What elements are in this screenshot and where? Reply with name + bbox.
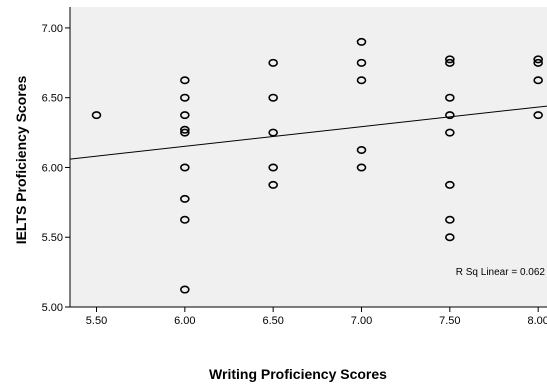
plot-area	[70, 7, 547, 307]
x-axis-title: Writing Proficiency Scores	[209, 366, 387, 382]
y-tick-label: 7.00	[42, 23, 63, 35]
data-point	[268, 93, 278, 102]
data-point	[268, 163, 278, 172]
data-point	[533, 55, 543, 64]
y-tick-label: 5.50	[42, 232, 63, 244]
data-point	[533, 111, 543, 120]
x-tick-label: 5.50	[86, 315, 107, 327]
data-point	[180, 93, 190, 102]
data-point	[445, 93, 455, 102]
x-tick-label: 7.00	[351, 315, 372, 327]
data-point	[180, 215, 190, 224]
data-point	[268, 58, 278, 67]
fit-line-group	[70, 105, 547, 160]
data-point	[180, 111, 190, 120]
data-point	[180, 285, 190, 294]
x-tick-label: 6.50	[262, 315, 283, 327]
data-point	[356, 163, 367, 172]
x-tick-label: 6.00	[174, 315, 195, 327]
data-point	[180, 128, 190, 137]
x-tick-label: 8.00	[527, 315, 547, 327]
x-tick-label: 7.50	[439, 315, 460, 327]
data-point	[268, 180, 278, 189]
data-point	[91, 111, 102, 120]
data-point	[445, 215, 455, 224]
data-point	[180, 163, 190, 172]
r-squared-annotation: R Sq Linear = 0.062	[456, 267, 546, 278]
y-tick-label: 6.50	[42, 93, 63, 105]
x-axis-ticks: 5.50 6.00 6.50 7.00 7.50 8.00	[86, 307, 547, 327]
data-point	[445, 58, 455, 67]
y-axis-title: IELTS Proficiency Scores	[13, 76, 29, 245]
data-point	[356, 76, 367, 85]
data-point	[445, 180, 455, 189]
y-axis-ticks: 5.00 5.50 6.00 6.50 7.00	[42, 23, 70, 314]
data-point	[356, 146, 367, 155]
y-tick-label: 5.00	[42, 302, 63, 314]
data-point	[533, 76, 543, 85]
fit-line	[70, 105, 547, 160]
data-points	[91, 37, 543, 294]
data-point	[445, 128, 455, 137]
data-point	[356, 37, 367, 46]
data-point	[180, 194, 190, 203]
data-point	[180, 76, 190, 85]
data-point	[445, 233, 455, 242]
data-point	[533, 58, 543, 67]
data-point	[180, 125, 190, 134]
data-point	[445, 111, 455, 120]
data-point	[268, 128, 278, 137]
data-point	[445, 55, 455, 64]
y-tick-label: 6.00	[42, 162, 63, 174]
data-point	[356, 58, 367, 67]
